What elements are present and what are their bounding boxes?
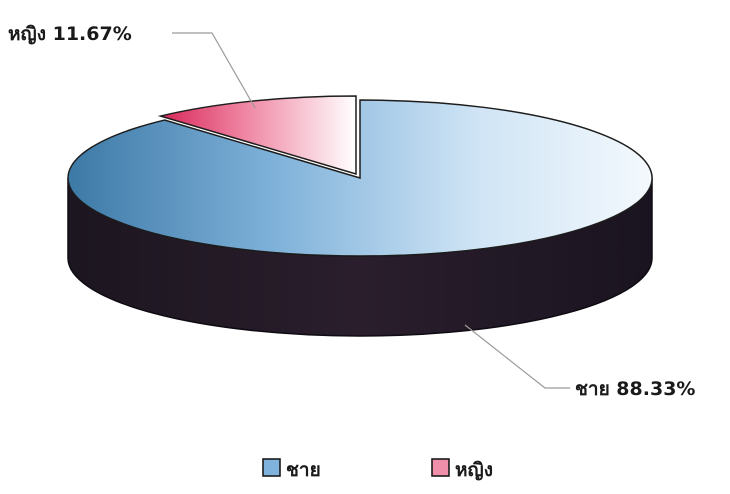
legend-swatch-male bbox=[262, 458, 281, 477]
pie-slice-male[interactable] bbox=[67, 99, 653, 257]
legend: ชาย หญิง bbox=[262, 458, 493, 481]
legend-swatch-female bbox=[431, 458, 450, 477]
data-label-female: หญิง 11.67% bbox=[8, 23, 132, 45]
legend-label-male: ชาย bbox=[286, 459, 321, 481]
data-label-male: ชาย 88.33% bbox=[575, 378, 695, 400]
data-label-leader-female bbox=[172, 32, 256, 109]
legend-label-female: หญิง bbox=[455, 459, 493, 481]
pie-body bbox=[67, 95, 653, 337]
data-label-leader-male bbox=[464, 324, 570, 389]
